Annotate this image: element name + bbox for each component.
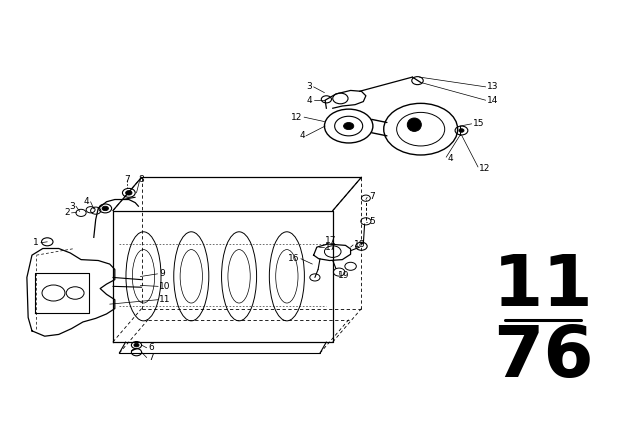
Circle shape [459,129,464,132]
Text: 76: 76 [493,323,593,392]
Text: 16: 16 [288,254,300,263]
Text: 12: 12 [479,164,491,173]
Text: 19: 19 [338,271,349,280]
Text: 15: 15 [473,119,484,128]
Text: 14: 14 [487,96,499,105]
Text: 4: 4 [84,197,90,206]
Text: 11: 11 [493,252,593,321]
Text: 13: 13 [487,82,499,91]
Text: 4: 4 [447,154,453,163]
Ellipse shape [407,118,421,131]
Text: 4: 4 [307,96,312,105]
Text: 7: 7 [148,353,154,362]
Text: 17: 17 [325,237,337,246]
Text: 7: 7 [124,175,130,184]
Text: 11: 11 [159,295,171,304]
Circle shape [344,122,354,129]
Text: 3: 3 [69,202,75,211]
Text: 5: 5 [369,217,375,226]
Circle shape [134,343,139,347]
Text: 12: 12 [291,112,303,122]
Text: 6: 6 [148,343,154,352]
Text: 17: 17 [325,243,337,252]
Text: 7: 7 [369,192,375,201]
Text: 3: 3 [307,82,312,91]
Text: 9: 9 [159,269,165,278]
Text: 10: 10 [159,282,171,291]
Text: 18: 18 [355,241,366,250]
Circle shape [102,206,108,211]
Text: 1: 1 [33,238,38,247]
Circle shape [125,190,132,195]
Text: 4: 4 [299,131,305,140]
Text: 2: 2 [65,208,70,217]
Text: 8: 8 [138,175,144,184]
